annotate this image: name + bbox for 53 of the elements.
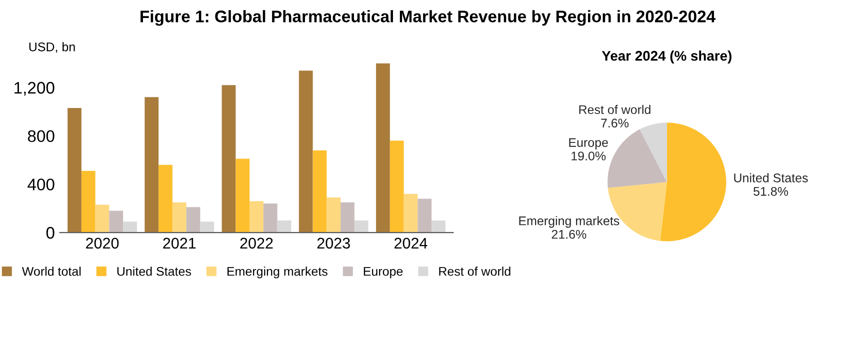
bar: [109, 210, 124, 233]
data-label: 51.8%: [754, 186, 788, 196]
y-tick-label: 0: [46, 226, 54, 239]
x-tick-label: 2022: [240, 238, 273, 249]
bar: [263, 204, 278, 233]
slice-label: United States: [734, 173, 808, 182]
bar: [144, 97, 159, 233]
y-tick-label: 1,200: [14, 82, 54, 96]
bar: [200, 222, 214, 233]
data-label: 21.6%: [552, 230, 586, 239]
bar: [354, 220, 368, 233]
x-tick-label: 2020: [86, 238, 119, 249]
x-tick-label: 2021: [163, 238, 196, 249]
slice-label: Europe: [569, 138, 608, 150]
chart-title: Figure 1: Global Pharmaceutical Market Revenue by Region in 2020-2024: [140, 10, 716, 26]
y-tick-label: 800: [28, 130, 54, 142]
bar: [158, 164, 172, 233]
slice-label: Rest of world: [579, 104, 650, 114]
legend-label: Emerging markets: [227, 266, 328, 278]
bar: [95, 204, 110, 233]
chart-title: Year 2024 (% share): [602, 50, 732, 64]
legend-label: Rest of world: [439, 266, 510, 276]
bar: [376, 63, 390, 233]
data-label: 19.0%: [572, 152, 606, 160]
legend-label: United States: [117, 266, 191, 276]
bar: [418, 198, 432, 233]
bar: [312, 150, 327, 233]
bar: [404, 194, 418, 233]
bar: [326, 197, 341, 233]
bar: [186, 207, 200, 233]
bar: [298, 70, 313, 233]
bar: [277, 220, 292, 233]
bar: [123, 222, 137, 233]
data-label: 7.6%: [601, 118, 629, 128]
bar: [172, 202, 186, 233]
y-axis-title: USD, bn: [29, 42, 75, 53]
bar: [390, 140, 404, 233]
legend-label: World total: [22, 266, 81, 276]
bar: [340, 202, 354, 233]
y-tick-label: 400: [28, 178, 54, 190]
x-tick-label: 2023: [317, 238, 350, 249]
bar: [222, 85, 236, 233]
pie-slice: [660, 122, 726, 242]
bar: [250, 201, 264, 233]
bar: [432, 220, 446, 233]
bar: [236, 158, 250, 233]
slice-label: Emerging markets: [519, 216, 620, 228]
legend-label: Europe: [364, 267, 403, 278]
pie-slice: [640, 122, 667, 182]
bar: [68, 108, 82, 233]
pie-slice: [608, 129, 667, 188]
bar: [81, 170, 96, 233]
x-tick-label: 2024: [394, 238, 428, 249]
